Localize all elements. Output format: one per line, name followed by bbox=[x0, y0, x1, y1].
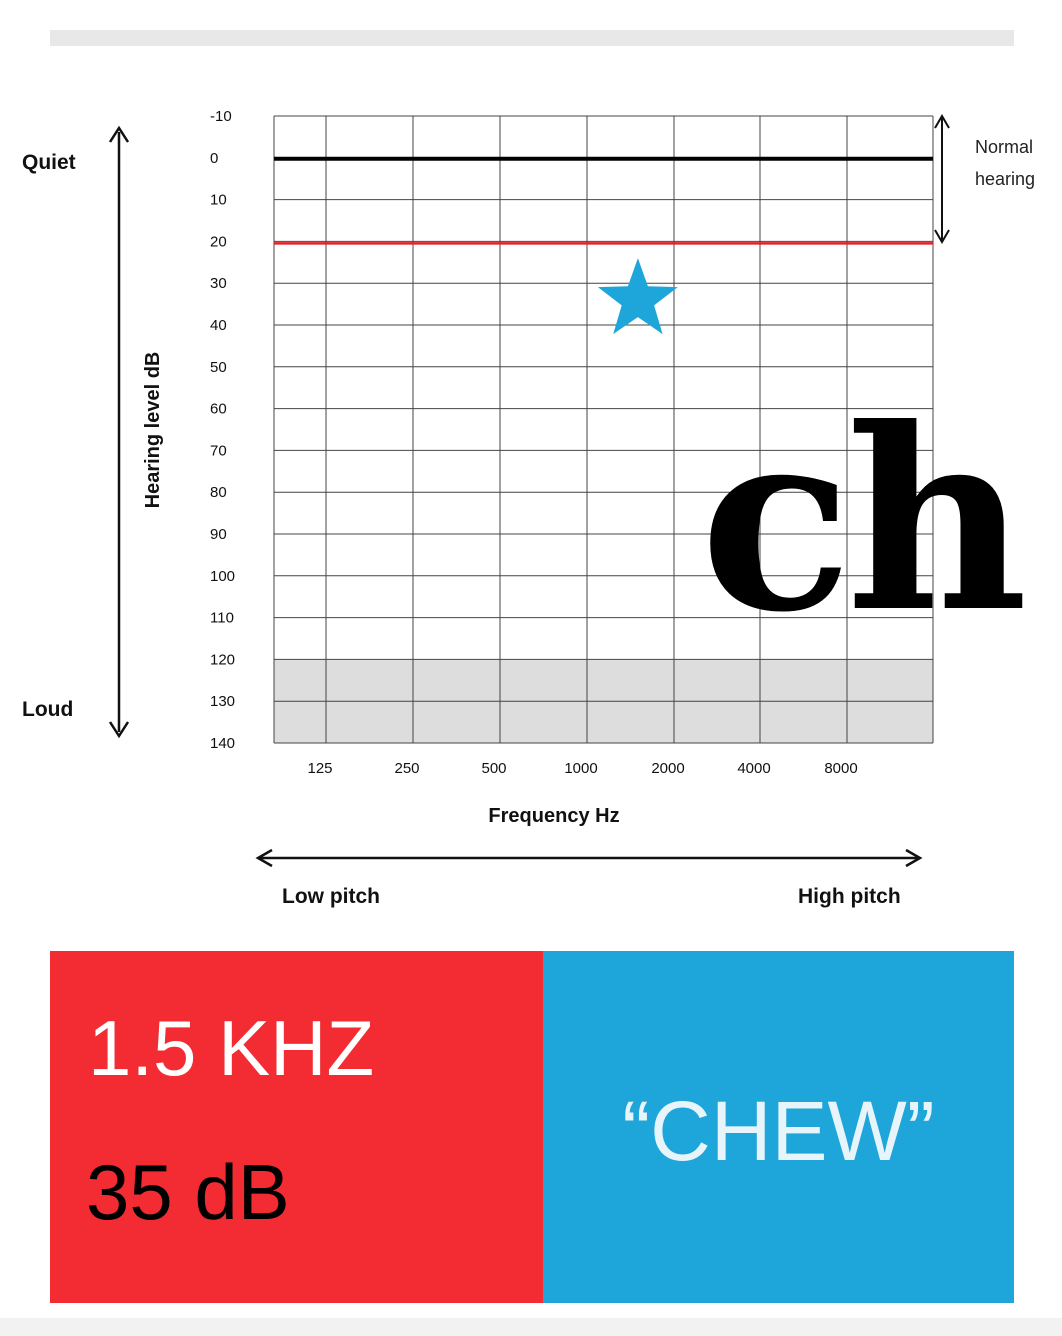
y-tick-label: 100 bbox=[210, 568, 235, 585]
x-tick-label: 2000 bbox=[651, 760, 684, 777]
speech-sound-label: ch bbox=[700, 373, 1028, 667]
high-pitch-label: High pitch bbox=[798, 885, 901, 908]
loud-label: Loud bbox=[22, 698, 73, 721]
x-tick-label: 4000 bbox=[737, 760, 770, 777]
y-tick-label: 20 bbox=[210, 233, 227, 250]
quiet-loud-arrow bbox=[108, 125, 130, 739]
example-word: “CHEW” bbox=[622, 1084, 935, 1178]
y-tick-label: 80 bbox=[210, 484, 227, 501]
x-tick-label: 1000 bbox=[564, 760, 597, 777]
normal-hearing-label-line2: hearing bbox=[975, 169, 1035, 189]
x-tick-label: 8000 bbox=[824, 760, 857, 777]
y-tick-label: 60 bbox=[210, 401, 227, 418]
y-tick-label: 110 bbox=[210, 610, 234, 627]
quiet-label: Quiet bbox=[22, 151, 76, 174]
y-tick-label: 90 bbox=[210, 526, 227, 543]
normal-hearing-arrow bbox=[934, 114, 950, 244]
star-marker bbox=[597, 258, 678, 335]
y-tick-label: 40 bbox=[210, 317, 227, 334]
x-axis-label: Frequency Hz bbox=[488, 805, 619, 827]
level-value: 35 dB bbox=[86, 1148, 290, 1236]
y-tick-label: 120 bbox=[210, 651, 235, 668]
x-tick-label: 250 bbox=[394, 760, 419, 777]
top-divider-bar bbox=[50, 30, 1014, 46]
normal-hearing-label-line1: Normal bbox=[975, 137, 1033, 157]
bottom-strip bbox=[0, 1318, 1062, 1336]
example-word-panel: “CHEW” bbox=[543, 951, 1014, 1303]
frequency-info-panel: 1.5 KHZ 35 dB bbox=[50, 951, 543, 1303]
y-tick-label: 0 bbox=[210, 150, 218, 167]
x-tick-label: 500 bbox=[481, 760, 506, 777]
y-tick-label: 130 bbox=[210, 693, 235, 710]
y-tick-label: 30 bbox=[210, 275, 227, 292]
y-tick-label: 140 bbox=[210, 735, 235, 752]
frequency-value: 1.5 KHZ bbox=[88, 1004, 375, 1092]
y-tick-label: 70 bbox=[210, 442, 227, 459]
pitch-arrow bbox=[255, 848, 923, 868]
y-axis-label: Hearing level dB bbox=[142, 352, 164, 509]
x-tick-label: 125 bbox=[307, 760, 332, 777]
y-tick-label: 50 bbox=[210, 359, 227, 376]
y-tick-label: 10 bbox=[210, 192, 227, 209]
low-pitch-label: Low pitch bbox=[282, 885, 380, 908]
y-tick-label: -10 bbox=[210, 108, 232, 125]
audiogram-chart: -10 0 10 20 30 40 50 60 70 80 90 100 110 120 130 140 12… bbox=[22, 108, 1035, 908]
